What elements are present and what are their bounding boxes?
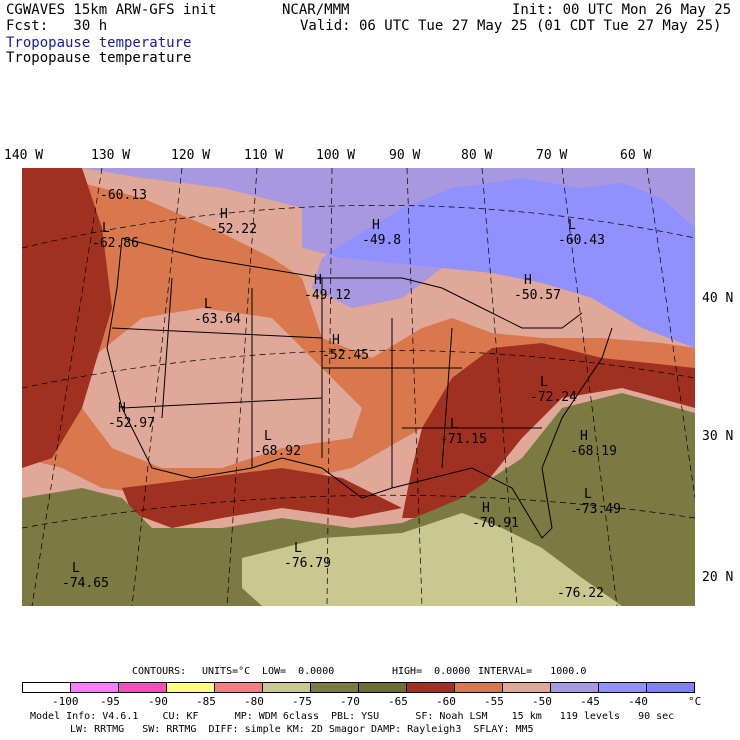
colorbar-tick: -80 — [244, 695, 264, 708]
physics-info: LW: RRTMG SW: RRTMG DIFF: simple KM: 2D … — [70, 724, 534, 735]
political-boundaries — [106, 237, 613, 539]
colorbar-swatch — [406, 682, 455, 693]
colorbar-swatch — [118, 682, 167, 693]
extremum-marker: L — [102, 221, 110, 236]
extremum-value: -68.92 — [254, 444, 301, 459]
colorbar-tick: -45 — [580, 695, 600, 708]
extremum-marker: H — [314, 273, 322, 288]
field-title-shaded: Tropopause temperature — [6, 35, 192, 51]
extremum-value: -52.45 — [322, 348, 369, 363]
extremum-marker: L — [72, 561, 80, 576]
colorbar-tick: -90 — [148, 695, 168, 708]
extremum-marker: L — [568, 218, 576, 233]
colorbar-tick: -70 — [340, 695, 360, 708]
extremum-marker: H — [482, 501, 490, 516]
contours-low: LOW= 0.0000 — [262, 666, 335, 677]
field-title-contour: Tropopause temperature — [6, 50, 192, 66]
extremum-marker: L — [204, 297, 212, 312]
extremum-value: -76.79 — [284, 556, 331, 571]
colorbar-swatch — [262, 682, 311, 693]
colorbar-swatch — [70, 682, 119, 693]
colorbar-tick: -100 — [52, 695, 79, 708]
init-time: Init: 00 UTC Mon 26 May 25 — [512, 2, 732, 18]
lon-label: 130 W — [91, 148, 131, 163]
colorbar-tick: -60 — [436, 695, 456, 708]
institution-label: NCAR/MMM — [282, 2, 350, 18]
extremum-marker: L — [294, 541, 302, 556]
colorbar-swatch — [22, 682, 71, 693]
band-minus75 — [242, 513, 622, 606]
extremum-value: -49.12 — [304, 288, 351, 303]
lon-label: 110 W — [244, 148, 284, 163]
contours-interval: INTERVAL= 1000.0 — [478, 666, 587, 677]
extremum-value: -52.97 — [108, 416, 155, 431]
lat-label: 20 N — [702, 570, 734, 585]
band-minus65-east — [402, 343, 695, 518]
extremum-marker: H — [220, 207, 228, 222]
lon-label: 70 W — [536, 148, 568, 163]
colorbar-tick: -50 — [532, 695, 552, 708]
colorbar-swatch — [166, 682, 215, 693]
extremum-value: -73.49 — [574, 502, 621, 517]
colorbar-tick: -95 — [100, 695, 120, 708]
forecast-hour: Fcst: 30 h — [6, 18, 108, 34]
extremum-value: -60.43 — [558, 233, 605, 248]
contours-label: CONTOURS: — [132, 666, 187, 677]
lon-label: 120 W — [171, 148, 211, 163]
extremum-value: -70.91 — [472, 516, 519, 531]
extremum-value: -72.24 — [530, 390, 577, 405]
extremum-marker: L — [264, 429, 272, 444]
extremum-value: -49.8 — [362, 233, 401, 248]
lon-label: 80 W — [461, 148, 493, 163]
extremum-value: -50.57 — [514, 288, 561, 303]
colorbar-tick: -65 — [388, 695, 408, 708]
band-minus50 — [22, 168, 695, 308]
lat-label: 30 N — [702, 429, 734, 444]
extremum-marker: H — [118, 401, 126, 416]
extremum-marker: L — [450, 417, 458, 432]
band-minus55-north — [22, 168, 302, 258]
colorbar-swatch — [598, 682, 647, 693]
extremum-marker: H — [332, 333, 340, 348]
model-title: CGWAVES 15km ARW-GFS init — [6, 2, 217, 18]
lon-label: 90 W — [389, 148, 421, 163]
colorbar-swatch — [502, 682, 551, 693]
contours-units: UNITS=°C — [202, 666, 251, 677]
extremum-marker: L — [584, 487, 592, 502]
colorbar-swatch — [358, 682, 407, 693]
extremum-value: -52.22 — [210, 222, 257, 237]
extremum-marker: H — [372, 218, 380, 233]
lon-label: 100 W — [316, 148, 356, 163]
contours-high: HIGH= 0.0000 — [392, 666, 471, 677]
lon-label: 60 W — [620, 148, 652, 163]
colorbar-tick: -75 — [292, 695, 312, 708]
colorbar-swatch — [454, 682, 503, 693]
band-minus45 — [22, 168, 695, 348]
colorbar-unit: °C — [688, 695, 702, 708]
colorbar-swatch — [214, 682, 263, 693]
extremum-marker: L — [540, 375, 548, 390]
colorbar-swatch — [310, 682, 359, 693]
colorbar-tick: -85 — [196, 695, 216, 708]
colorbar-tick: -55 — [484, 695, 504, 708]
extremum-value: -71.15 — [440, 432, 487, 447]
colorbar-swatch — [550, 682, 599, 693]
extremum-value: -76.22 — [557, 586, 604, 601]
colorbar-swatch — [646, 682, 695, 693]
extremum-value: -62.86 — [92, 236, 139, 251]
model-info: Model Info: V4.6.1 CU: KF MP: WDM 6class… — [30, 711, 675, 722]
extremum-value: -60.13 — [100, 188, 147, 203]
extremum-value: -63.64 — [194, 312, 241, 327]
extremum-value: -74.65 — [62, 576, 109, 591]
extremum-value: -68.19 — [570, 444, 617, 459]
graticule — [22, 168, 695, 606]
tropopause-temperature-map: -60.13H-52.22L-62.86H-49.8L-60.43H-49.12… — [22, 168, 695, 606]
extremum-marker: H — [524, 273, 532, 288]
extremum-marker: H — [580, 429, 588, 444]
band-minus65-south — [122, 468, 402, 528]
lat-label: 40 N — [702, 291, 734, 306]
valid-time: Valid: 06 UTC Tue 27 May 25 (01 CDT Tue … — [300, 18, 722, 34]
colorbar-tick: -40 — [628, 695, 648, 708]
lon-label: 140 W — [4, 148, 44, 163]
